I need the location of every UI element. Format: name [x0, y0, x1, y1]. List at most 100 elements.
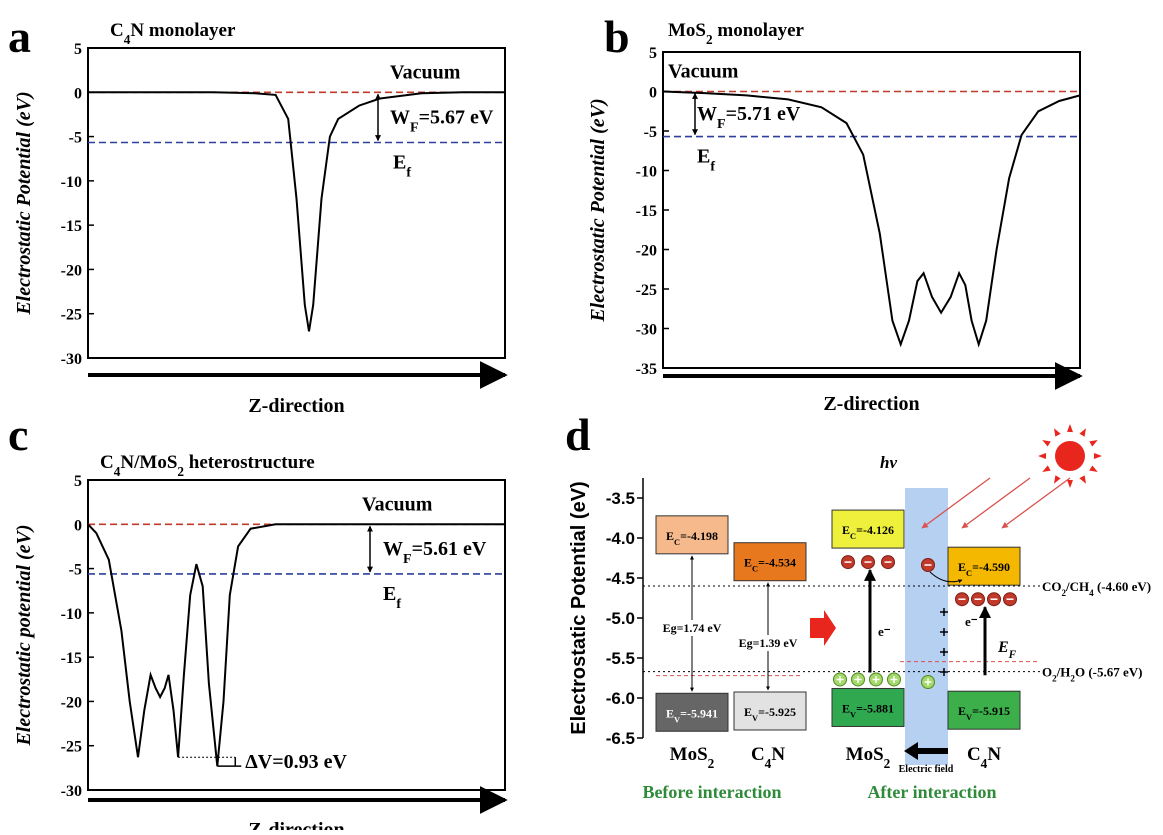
- y-tick-label: -30: [61, 351, 82, 368]
- redox-label-part: /H: [1056, 665, 1071, 680]
- energy-level-label-part: E: [666, 529, 674, 543]
- work-function-label: WF=5.61 eV: [383, 538, 487, 567]
- panel-title-part: 4: [114, 464, 121, 479]
- work-function-label-part: =5.61 eV: [412, 538, 487, 560]
- field-label: Electric field: [899, 764, 954, 775]
- category-label-part: N: [771, 744, 785, 765]
- redox-label-part: O: [1042, 665, 1052, 680]
- vacuum-label: Vacuum: [390, 61, 461, 83]
- sun-ray: [1042, 465, 1051, 472]
- field-region: [905, 488, 948, 765]
- light-ray: [1001, 477, 1071, 529]
- field-sign: [940, 608, 948, 616]
- panel-letter: c: [8, 409, 28, 460]
- energy-level-label-part: V: [966, 713, 972, 722]
- energy-level-label-part: =-5.925: [758, 705, 796, 719]
- panel-title-part: N/MoS: [120, 452, 177, 473]
- sun-ray: [1067, 424, 1073, 433]
- fermi-label-part: f: [406, 165, 411, 180]
- electron-label: e⁻: [965, 614, 978, 629]
- y-tick-label: 0: [649, 85, 657, 102]
- work-function-label-part: F: [410, 120, 419, 135]
- electron-transfer: [929, 571, 963, 584]
- redox-label: O2/H2O (-5.67 eV): [1042, 665, 1142, 684]
- hole-sign: [924, 678, 932, 686]
- hole-sign: [890, 675, 898, 683]
- category-label: C4N: [751, 744, 785, 771]
- phase-label: After interaction: [867, 782, 996, 802]
- y-tick-label: -25: [636, 282, 657, 299]
- energy-level-label-part: C: [966, 569, 972, 578]
- category-label-part: 2: [708, 756, 715, 771]
- x-axis-label: Z-direction: [823, 393, 919, 415]
- energy-level-label-part: E: [842, 523, 850, 537]
- energy-level-label-part: E: [842, 701, 850, 715]
- category-label-part: MoS: [670, 744, 708, 765]
- energy-level-label-part: V: [850, 710, 856, 719]
- energy-level-label-part: V: [752, 714, 758, 723]
- y-axis-label: Electrostatic potential (eV): [13, 524, 35, 746]
- y-tick-label: -15: [61, 218, 82, 235]
- sun-ray: [1067, 479, 1073, 488]
- y-tick-label: -30: [636, 322, 657, 339]
- y-tick-label: -5.5: [606, 649, 635, 668]
- redox-label-part: 2: [1070, 674, 1075, 684]
- energy-level-label: EV=-5.881: [842, 701, 894, 719]
- y-tick-label: 0: [74, 517, 82, 534]
- plot-frame: [87, 47, 506, 359]
- redox-label-part: O (-5.67 eV): [1075, 665, 1143, 680]
- sun-ray: [1038, 453, 1047, 459]
- y-tick-label: -10: [636, 164, 657, 181]
- work-function-label-part: W: [390, 106, 410, 128]
- fermi-label: Ef: [393, 152, 411, 181]
- category-label-part: C: [751, 744, 765, 765]
- plot-frame: [662, 51, 1081, 369]
- y-axis-label: Electrostatic Potential (eV): [568, 481, 590, 734]
- sun-ray: [1079, 475, 1086, 484]
- y-tick-label: -20: [61, 694, 82, 711]
- energy-level-label-part: C: [850, 532, 856, 541]
- panel-title: C4N/MoS2 heterostructure: [100, 452, 315, 479]
- hole-sign: [836, 675, 844, 683]
- panel-title-part: monolayer: [713, 20, 805, 41]
- energy-level-label: EV=-5.915: [958, 704, 1010, 722]
- panel-title-part: MoS: [668, 20, 706, 41]
- sun-ray: [1042, 440, 1051, 447]
- fermi-label-part: E: [383, 583, 396, 605]
- work-function-label-part: F: [717, 117, 726, 132]
- energy-level: [733, 542, 807, 582]
- y-tick-label: -4.0: [606, 529, 635, 548]
- energy-level-label: EC=-4.126: [842, 523, 894, 541]
- sun-ray: [1054, 475, 1061, 484]
- y-tick-label: -20: [636, 243, 657, 260]
- field-arrow: [904, 742, 948, 760]
- hole-sign: [872, 675, 880, 683]
- y-tick-label: -20: [61, 262, 82, 279]
- fermi-label: Ef: [383, 583, 401, 612]
- energy-level-label-part: E: [744, 705, 752, 719]
- potential-curve: [662, 90, 1081, 348]
- y-tick-label: -6.0: [606, 689, 635, 708]
- fermi-label-part: f: [710, 159, 715, 174]
- y-tick-label: 5: [74, 473, 82, 490]
- gap-label: Eg=1.74 eV: [663, 621, 722, 635]
- sun: [1055, 441, 1085, 471]
- y-tick-label: -35: [636, 361, 657, 378]
- energy-level-label: EC=-4.534: [744, 556, 796, 574]
- energy-level-label-part: V: [674, 715, 680, 724]
- plot-frame: [87, 479, 506, 791]
- energy-level-label-part: E: [958, 704, 966, 718]
- redox-label-part: 4: [1089, 588, 1094, 598]
- sun-ray: [1054, 428, 1061, 437]
- energy-level-label: EC=-4.198: [666, 529, 718, 547]
- work-function-label-part: =5.71 eV: [726, 103, 801, 125]
- panel-title-part: 2: [177, 464, 184, 479]
- redox-label-part: CO: [1042, 579, 1062, 594]
- work-function-label-part: F: [403, 552, 412, 567]
- energy-level-label-part: =-5.881: [856, 701, 894, 715]
- energy-level-label: EV=-5.941: [666, 706, 718, 724]
- work-function-label: WF=5.67 eV: [390, 106, 494, 135]
- redox-label: CO2/CH4 (-4.60 eV): [1042, 579, 1151, 598]
- panel-title-part: C: [110, 20, 124, 41]
- fermi-label-part: E: [393, 152, 406, 174]
